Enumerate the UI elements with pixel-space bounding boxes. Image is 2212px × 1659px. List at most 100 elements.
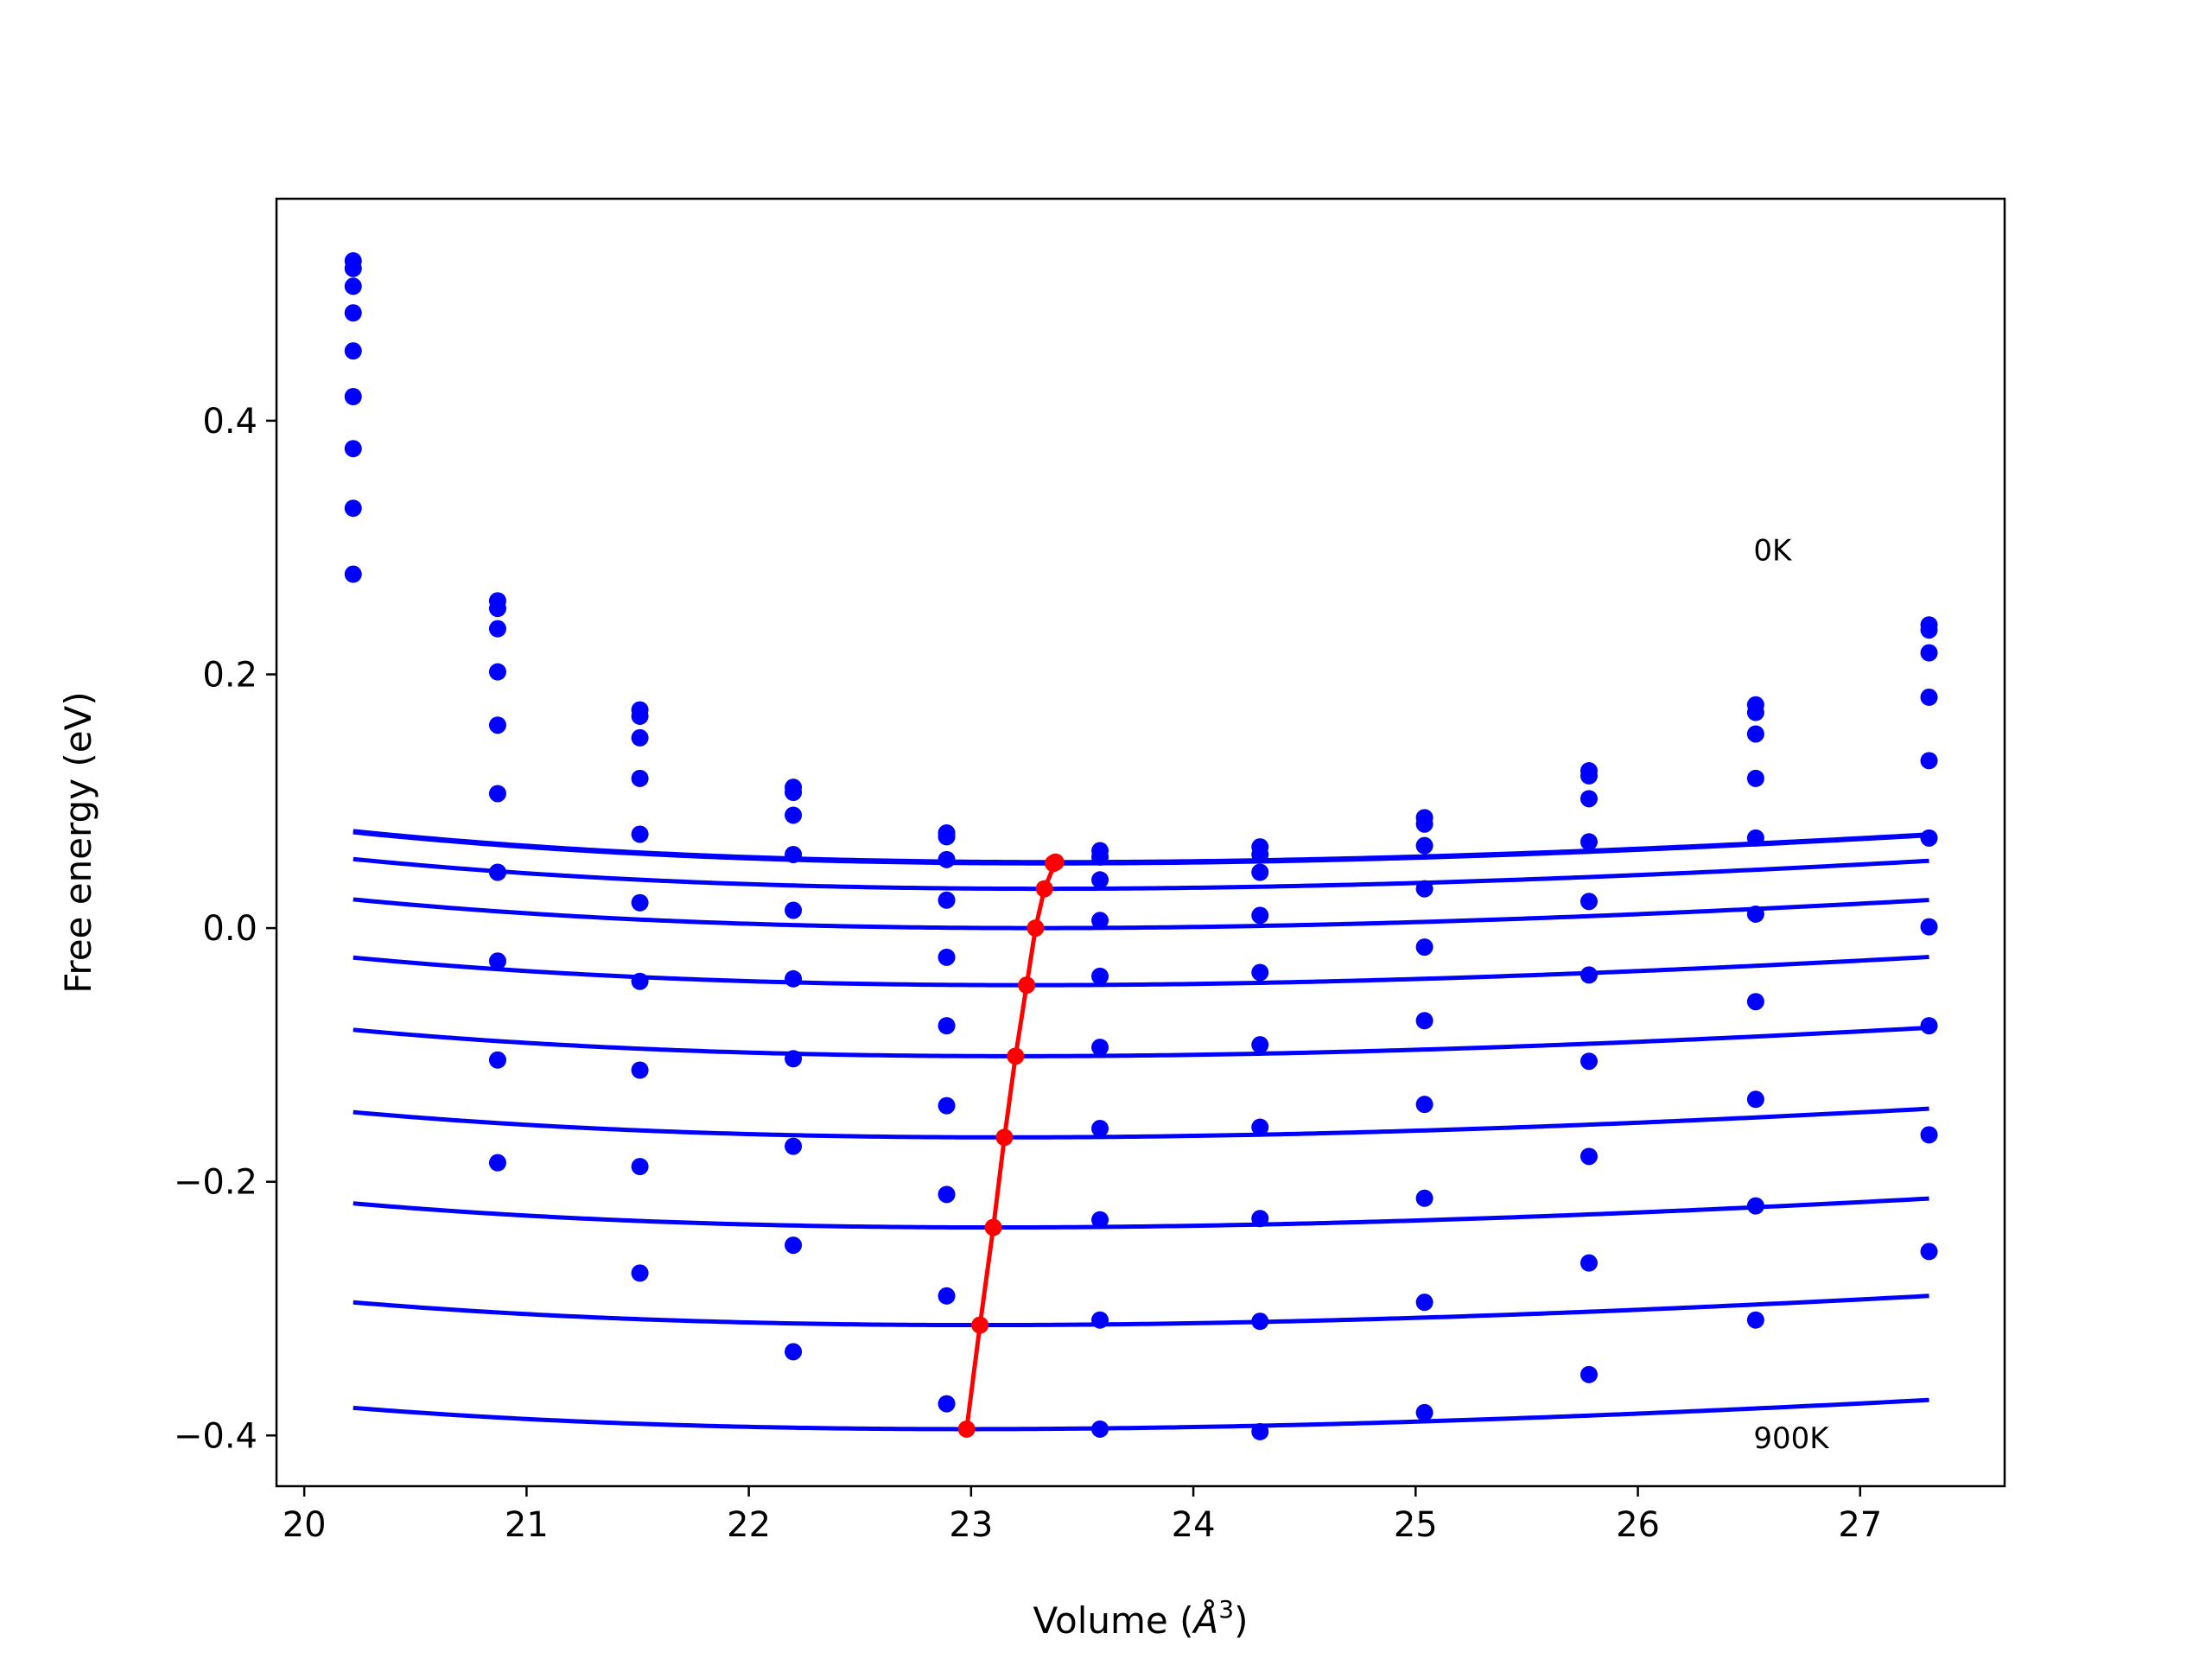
x-tick-label-20: 20 (283, 1505, 327, 1545)
y-tick-label-0: 0.0 (202, 909, 257, 949)
data-point-700K-1 (488, 952, 506, 970)
x-axis-label: Volume (Å3) (1033, 1595, 1249, 1642)
fit-curve-100K (353, 829, 1929, 865)
y-tick-label--0.4: −0.4 (174, 1416, 257, 1456)
data-point-800K-4 (938, 1287, 956, 1305)
data-point-800K-1 (488, 1051, 506, 1069)
data-point-300K-4 (938, 891, 956, 909)
data-point-600K-0 (344, 440, 362, 458)
x-axis-ticks: 20 21 22 23 24 25 26 27 (283, 1486, 1882, 1545)
data-point-600K-6 (1251, 1118, 1269, 1136)
data-point-900K-3 (785, 1343, 803, 1361)
data-point-500K-6 (1251, 1036, 1269, 1054)
minima-point-8 (971, 1316, 989, 1334)
data-point-100K-6 (1251, 845, 1269, 863)
y-axis-label: Free energy (eV) (57, 691, 99, 994)
minima-point-2 (1035, 880, 1053, 898)
data-point-600K-5 (1091, 1120, 1109, 1138)
data-point-500K-8 (1580, 966, 1598, 984)
data-point-700K-9 (1746, 1090, 1764, 1109)
data-point-700K-7 (1415, 1189, 1433, 1207)
data-point-200K-5 (1091, 871, 1109, 889)
data-point-900K-2 (631, 1264, 649, 1282)
data-point-200K-7 (1415, 836, 1433, 855)
fit-curve-900K (353, 1397, 1929, 1432)
data-point-300K-5 (1091, 912, 1109, 930)
data-point-400K-2 (631, 825, 649, 843)
data-point-500K-4 (938, 1017, 956, 1035)
data-point-800K-7 (1415, 1294, 1433, 1312)
data-point-500K-0 (344, 388, 362, 405)
fit-curve-200K (353, 856, 1929, 892)
y-tick-label-0.4: 0.4 (202, 402, 257, 442)
data-points (344, 251, 1938, 1440)
minima-point-4 (1018, 976, 1036, 995)
y-tick-label--0.2: −0.2 (174, 1163, 257, 1203)
data-point-900K-9 (1746, 1311, 1764, 1329)
data-point-200K-2 (631, 728, 649, 747)
data-point-100K-4 (938, 828, 956, 846)
data-point-600K-8 (1580, 1052, 1598, 1071)
data-point-500K-7 (1415, 1012, 1433, 1030)
data-point-300K-2 (631, 769, 649, 787)
data-point-400K-8 (1580, 893, 1598, 911)
data-point-300K-9 (1746, 769, 1764, 787)
minima-point-9 (957, 1420, 976, 1438)
data-point-100K-5 (1091, 848, 1109, 866)
data-point-800K-8 (1580, 1254, 1598, 1272)
data-point-200K-8 (1580, 790, 1598, 808)
data-point-200K-1 (488, 620, 506, 638)
annotation-0K: 0K (1753, 533, 1793, 568)
data-point-400K-6 (1251, 963, 1269, 982)
data-point-200K-3 (785, 806, 803, 824)
data-point-900K-8 (1580, 1365, 1598, 1383)
data-point-400K-1 (488, 716, 506, 734)
data-point-800K-3 (785, 1236, 803, 1255)
data-point-500K-3 (785, 969, 803, 988)
data-point-900K-1 (488, 1154, 506, 1172)
data-point-600K-4 (938, 1096, 956, 1115)
data-point-400K-0 (344, 342, 362, 360)
data-point-800K-2 (631, 1158, 649, 1176)
minima-point-6 (995, 1128, 1014, 1147)
data-point-800K-6 (1251, 1313, 1269, 1331)
x-tick-label-24: 24 (1172, 1505, 1216, 1545)
fit-curve-300K (353, 897, 1929, 931)
minima-point-7 (984, 1218, 1002, 1236)
data-point-100K-2 (631, 707, 649, 725)
data-point-700K-0 (344, 499, 362, 518)
data-point-300K-1 (488, 663, 506, 681)
data-point-900K-4 (938, 1395, 956, 1413)
data-point-300K-0 (344, 304, 362, 322)
data-point-900K-10 (1920, 1243, 1938, 1261)
data-point-600K-2 (631, 972, 649, 990)
y-axis-ticks: −0.4 −0.2 0.0 0.2 0.4 (174, 402, 276, 1456)
minima-series (957, 853, 1065, 1438)
data-point-300K-10 (1920, 688, 1938, 706)
fit-curve-400K (353, 955, 1929, 988)
data-point-200K-0 (344, 277, 362, 296)
data-point-500K-5 (1091, 1039, 1109, 1057)
data-point-200K-10 (1920, 644, 1938, 662)
data-point-700K-2 (631, 1061, 649, 1079)
data-point-500K-9 (1746, 905, 1764, 923)
data-point-100K-10 (1920, 621, 1938, 639)
data-point-900K-5 (1091, 1420, 1109, 1438)
data-point-400K-9 (1746, 829, 1764, 847)
data-point-400K-3 (785, 901, 803, 919)
data-point-300K-6 (1251, 906, 1269, 925)
minima-point-5 (1007, 1047, 1025, 1065)
data-point-500K-10 (1920, 829, 1938, 847)
x-axis-label-text: Volume ( (1033, 1599, 1194, 1642)
data-point-600K-9 (1746, 993, 1764, 1011)
x-axis-label-close: ) (1234, 1599, 1248, 1642)
data-point-100K-9 (1746, 703, 1764, 721)
fit-curve-800K (353, 1294, 1929, 1328)
data-point-100K-8 (1580, 766, 1598, 785)
data-point-700K-10 (1920, 1017, 1938, 1035)
data-point-600K-3 (785, 1050, 803, 1068)
data-point-400K-5 (1091, 967, 1109, 985)
data-point-100K-7 (1415, 815, 1433, 833)
